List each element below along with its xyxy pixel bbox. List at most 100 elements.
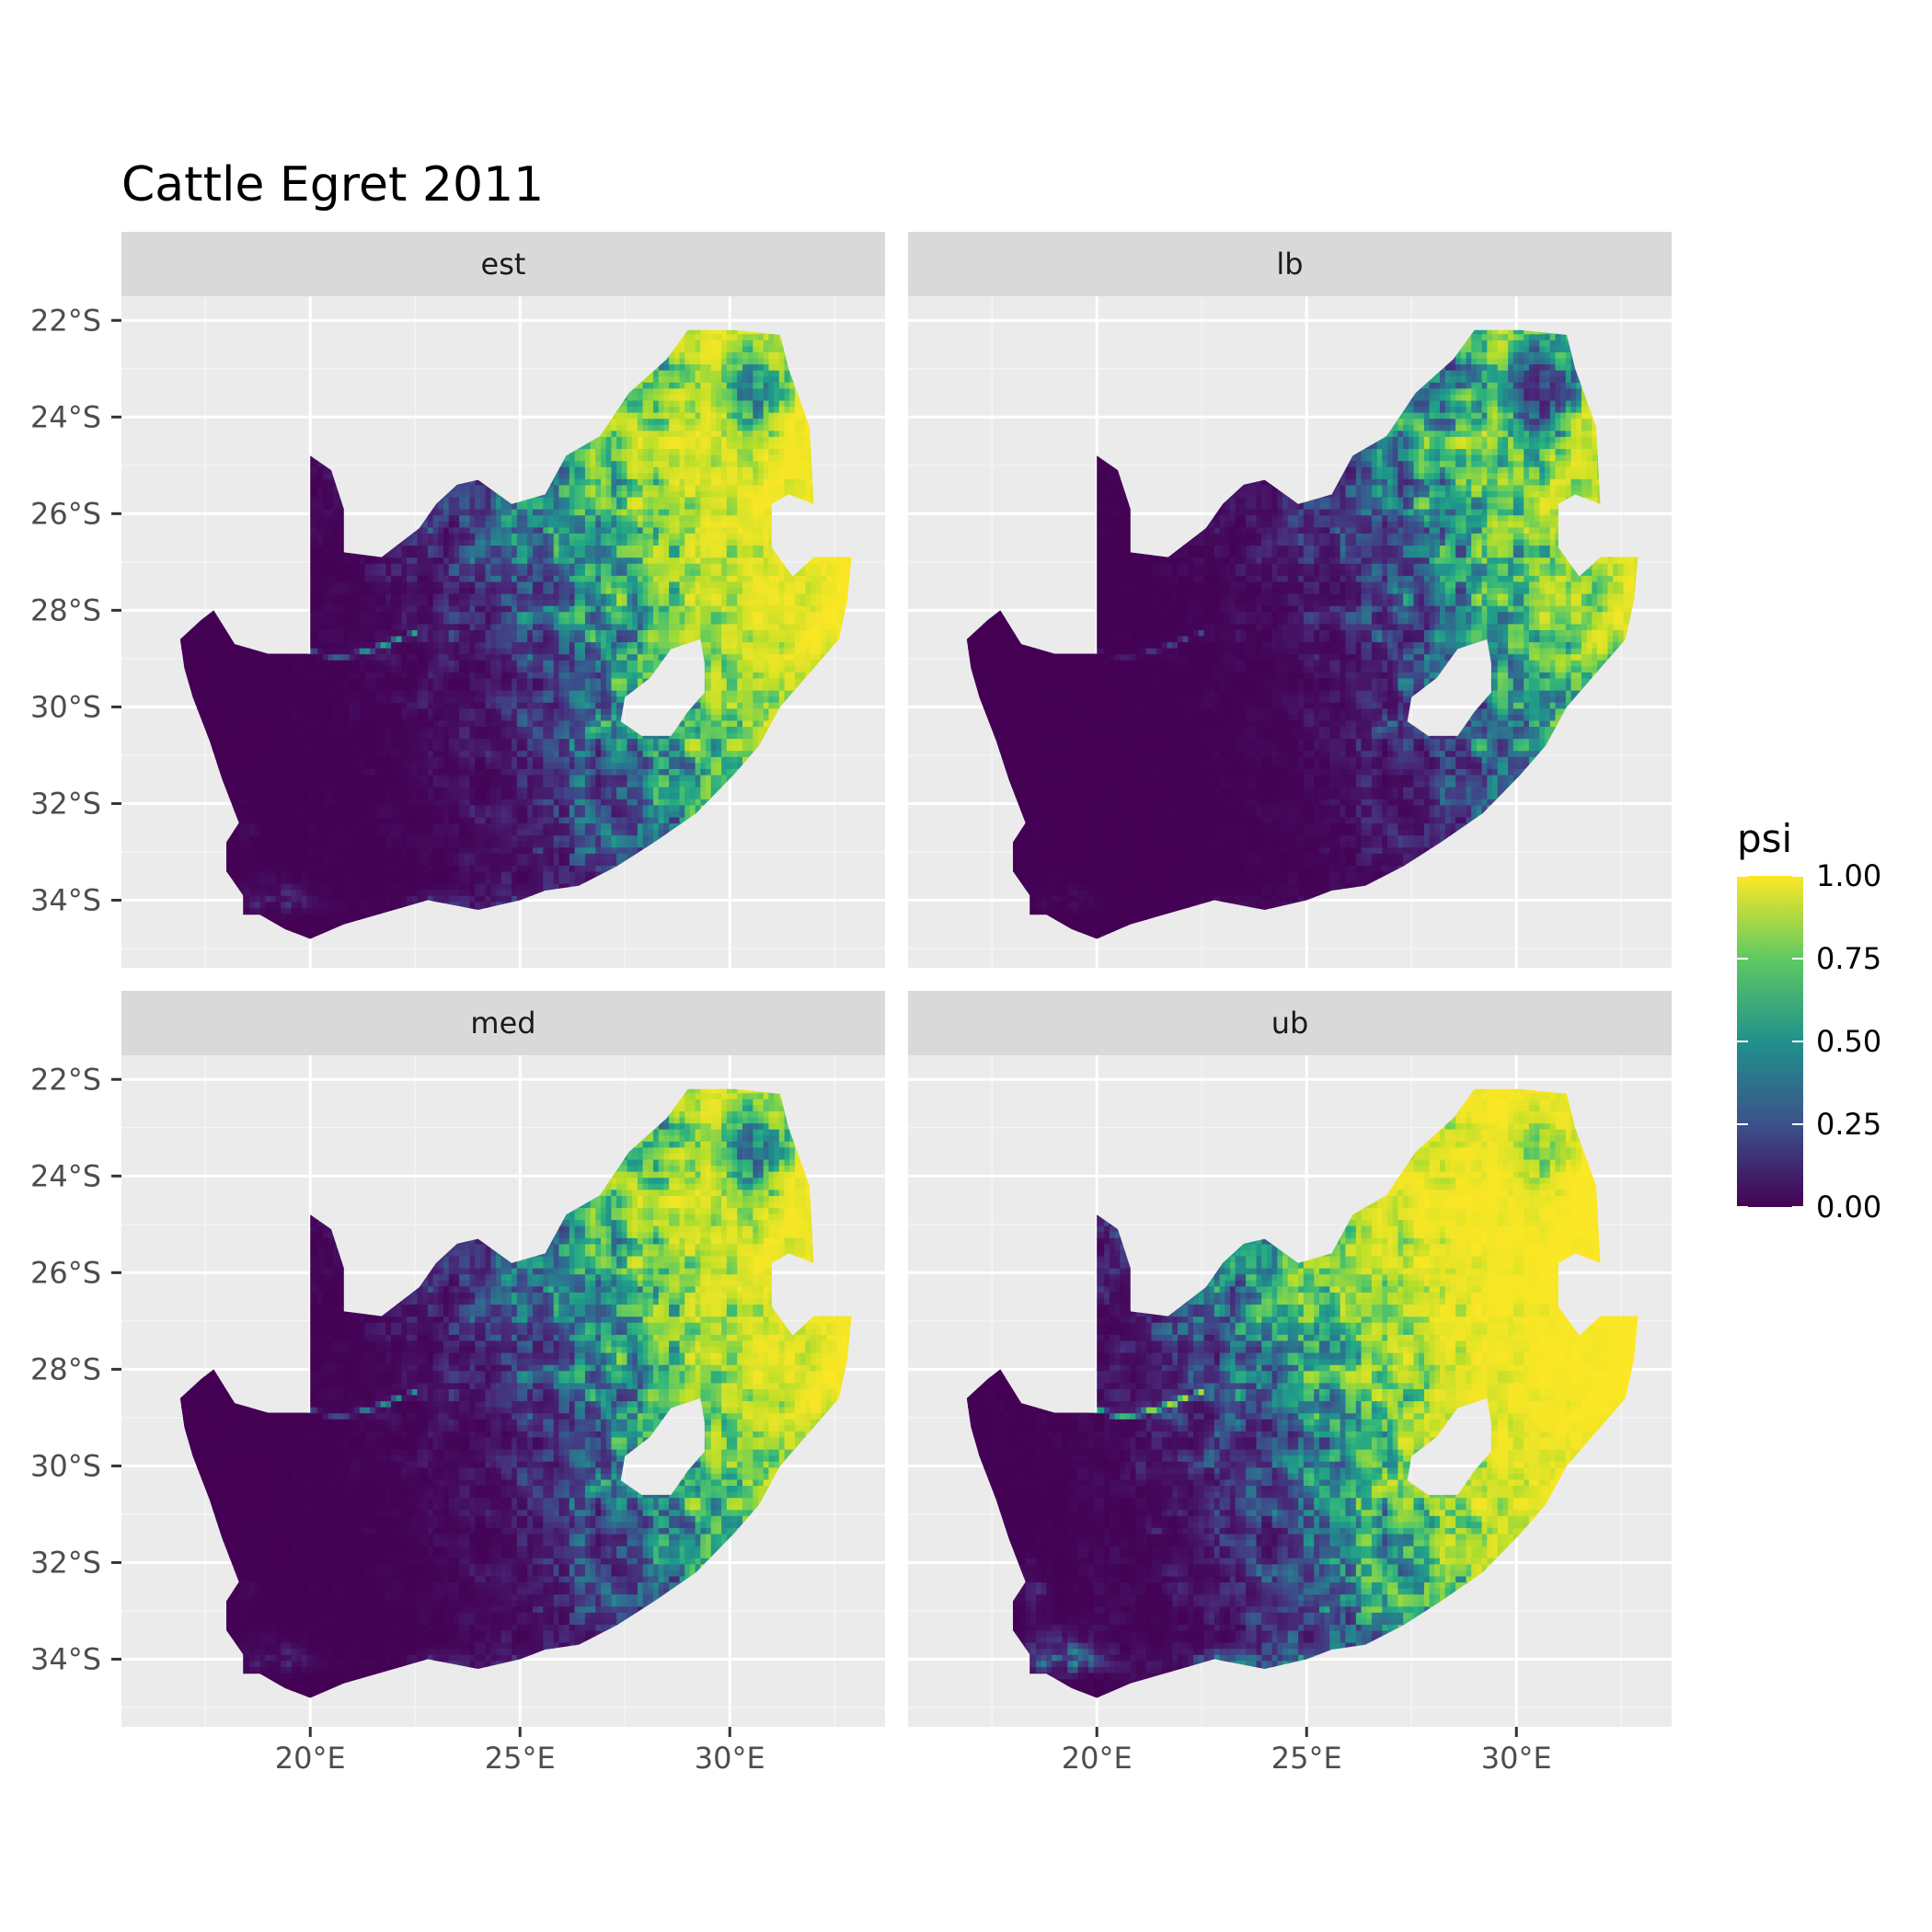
raster-cell — [339, 557, 345, 564]
raster-cell — [422, 707, 429, 715]
raster-cell — [207, 623, 213, 630]
raster-cell — [259, 816, 266, 824]
raster-cell — [359, 714, 366, 721]
raster-cell — [349, 581, 355, 589]
raster-cell — [291, 799, 297, 806]
raster-cell — [422, 834, 429, 842]
raster-cell — [233, 714, 240, 721]
raster-cell — [275, 822, 282, 830]
raster-cell — [328, 672, 334, 679]
raster-cell — [312, 780, 318, 788]
raster-cell — [385, 599, 392, 606]
raster-cell — [328, 829, 334, 836]
raster-cell — [244, 877, 250, 884]
raster-cell — [343, 684, 350, 691]
raster-cell — [322, 484, 329, 491]
raster-cell — [322, 907, 329, 914]
raster-cell — [322, 768, 329, 776]
raster-cell — [312, 870, 318, 879]
raster-cell — [291, 702, 297, 709]
raster-cell — [270, 677, 277, 685]
raster-cell — [391, 635, 397, 643]
raster-cell — [249, 696, 256, 703]
raster-cell — [417, 581, 423, 589]
raster-cell — [349, 858, 355, 866]
raster-cell — [312, 877, 318, 884]
raster-cell — [201, 696, 209, 703]
raster-cell — [244, 799, 250, 806]
raster-cell — [265, 653, 271, 661]
raster-cell — [333, 731, 339, 740]
raster-cell — [370, 623, 376, 630]
raster-cell — [207, 629, 213, 637]
raster-cell — [364, 865, 371, 872]
raster-cell — [213, 672, 219, 679]
raster-cell — [343, 762, 350, 769]
raster-cell — [259, 811, 266, 818]
raster-cell — [422, 829, 429, 836]
raster-cell — [217, 623, 224, 630]
raster-cell — [339, 816, 345, 824]
raster-cell — [317, 799, 324, 806]
raster-cell — [380, 557, 386, 564]
raster-cell — [407, 768, 413, 776]
raster-cell — [213, 653, 219, 661]
raster-cell — [359, 623, 366, 630]
raster-cell — [238, 841, 245, 848]
raster-cell — [354, 714, 361, 721]
raster-cell — [380, 883, 386, 891]
raster-cell — [364, 834, 371, 842]
raster-cell — [244, 707, 250, 715]
raster-cell — [417, 756, 423, 764]
raster-cell — [380, 858, 386, 866]
raster-cell — [281, 877, 287, 884]
raster-cell — [333, 569, 339, 576]
raster-cell — [270, 660, 277, 667]
raster-cell — [233, 696, 240, 703]
raster-cell — [322, 846, 329, 854]
raster-cell — [391, 895, 397, 903]
raster-cell — [223, 719, 229, 728]
raster-cell — [312, 731, 318, 740]
raster-cell — [354, 816, 361, 824]
raster-cell — [291, 665, 297, 673]
raster-cell — [302, 799, 308, 806]
raster-cell — [380, 599, 386, 606]
raster-cell — [312, 641, 318, 649]
raster-cell — [417, 738, 423, 745]
raster-cell — [339, 502, 345, 510]
raster-cell — [401, 731, 408, 740]
raster-cell — [291, 719, 297, 728]
raster-cell — [339, 719, 345, 728]
raster-cell — [286, 834, 293, 842]
raster-cell — [343, 907, 350, 914]
raster-cell — [385, 762, 392, 769]
raster-cell — [291, 792, 297, 799]
raster-cell — [322, 792, 329, 799]
raster-cell — [401, 623, 408, 630]
raster-cell — [259, 707, 266, 715]
raster-cell — [291, 677, 297, 685]
raster-cell — [302, 895, 308, 903]
raster-cell — [349, 738, 355, 745]
raster-cell — [281, 744, 287, 752]
raster-cell — [296, 787, 303, 794]
raster-cell — [201, 714, 209, 721]
raster-cell — [275, 726, 282, 733]
raster-cell — [343, 575, 350, 582]
raster-cell — [322, 762, 329, 769]
raster-cell — [306, 780, 314, 788]
raster-cell — [407, 846, 413, 854]
raster-cell — [296, 684, 303, 691]
raster-cell — [396, 629, 403, 637]
raster-cell — [354, 804, 361, 811]
raster-cell — [359, 792, 366, 799]
raster-cell — [322, 883, 329, 891]
raster-cell — [281, 780, 287, 788]
raster-cell — [339, 648, 345, 655]
raster-cell — [359, 575, 366, 582]
raster-cell — [291, 660, 297, 667]
raster-cell — [364, 714, 371, 721]
raster-cell — [417, 762, 423, 769]
raster-cell — [401, 538, 408, 546]
